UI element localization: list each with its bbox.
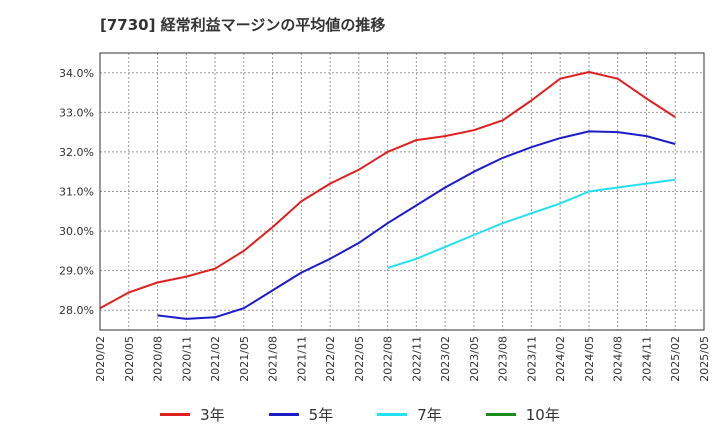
legend-label: 3年 bbox=[200, 406, 225, 424]
x-tick-label: 2023/02 bbox=[439, 336, 452, 382]
legend-label: 5年 bbox=[308, 406, 334, 424]
legend-item: 7年 bbox=[377, 404, 442, 425]
y-tick-label: 34.0% bbox=[59, 67, 94, 80]
y-tick-label: 28.0% bbox=[59, 304, 94, 317]
series-line bbox=[157, 130, 676, 320]
legend-item: 3年 bbox=[160, 404, 225, 425]
grid-lines bbox=[99, 53, 705, 330]
legend: 3年 5年 7年 10年 bbox=[0, 404, 720, 425]
x-tick-label: 2022/02 bbox=[324, 336, 337, 382]
x-tick-label: 2022/08 bbox=[382, 336, 395, 382]
x-tick-label: 2023/05 bbox=[468, 336, 481, 382]
legend-item: 10年 bbox=[485, 404, 560, 425]
x-tick-label: 2021/11 bbox=[295, 336, 308, 382]
x-tick-label: 2020/05 bbox=[123, 336, 136, 382]
y-tick-label: 33.0% bbox=[59, 106, 94, 119]
x-tick-label: 2024/05 bbox=[583, 336, 596, 382]
x-tick-label: 2021/05 bbox=[238, 336, 251, 382]
x-tick-label: 2024/08 bbox=[612, 336, 625, 382]
y-tick-label: 32.0% bbox=[59, 146, 94, 159]
chart-title: [7730] 経常利益マージンの平均値の推移 bbox=[100, 16, 386, 34]
x-tick-label: 2021/08 bbox=[267, 336, 280, 382]
x-tick-label: 2021/02 bbox=[209, 336, 222, 382]
legend-item: 5年 bbox=[268, 404, 334, 425]
x-tick-label: 2023/08 bbox=[497, 336, 510, 382]
y-tick-label: 31.0% bbox=[59, 186, 94, 199]
x-tick-label: 2024/11 bbox=[640, 336, 653, 382]
legend-swatch bbox=[377, 413, 408, 416]
legend-label: 7年 bbox=[417, 406, 442, 424]
x-tick-label: 2023/11 bbox=[525, 336, 538, 382]
x-tick-labels: 2020/02 2020/05 2020/08 2020/11 2021/02 2021/… bbox=[94, 336, 711, 382]
axes bbox=[99, 52, 705, 331]
legend-label: 10年 bbox=[525, 406, 560, 424]
plot-frame bbox=[99, 52, 705, 331]
legend-swatch bbox=[268, 413, 299, 416]
series-line bbox=[387, 178, 676, 269]
x-tick-label: 2024/02 bbox=[554, 336, 567, 382]
y-tick-label: 30.0% bbox=[59, 225, 94, 238]
x-tick-label: 2025/05 bbox=[698, 336, 711, 382]
x-tick-label: 2020/08 bbox=[152, 336, 165, 382]
x-tick-label: 2022/05 bbox=[353, 336, 366, 382]
y-tick-labels: 28.0% 29.0% 30.0% 31.0% 32.0% 33.0% 34.0% bbox=[59, 67, 94, 317]
x-tick-label: 2022/11 bbox=[410, 336, 423, 382]
x-tick-label: 2025/02 bbox=[669, 336, 682, 382]
x-tick-label: 2020/02 bbox=[94, 336, 107, 382]
x-tick-label: 2020/11 bbox=[180, 336, 193, 382]
y-tick-label: 29.0% bbox=[59, 265, 94, 278]
series-line bbox=[99, 71, 676, 310]
legend-swatch bbox=[160, 413, 191, 416]
series-lines bbox=[99, 71, 676, 320]
legend-swatch bbox=[485, 413, 516, 416]
